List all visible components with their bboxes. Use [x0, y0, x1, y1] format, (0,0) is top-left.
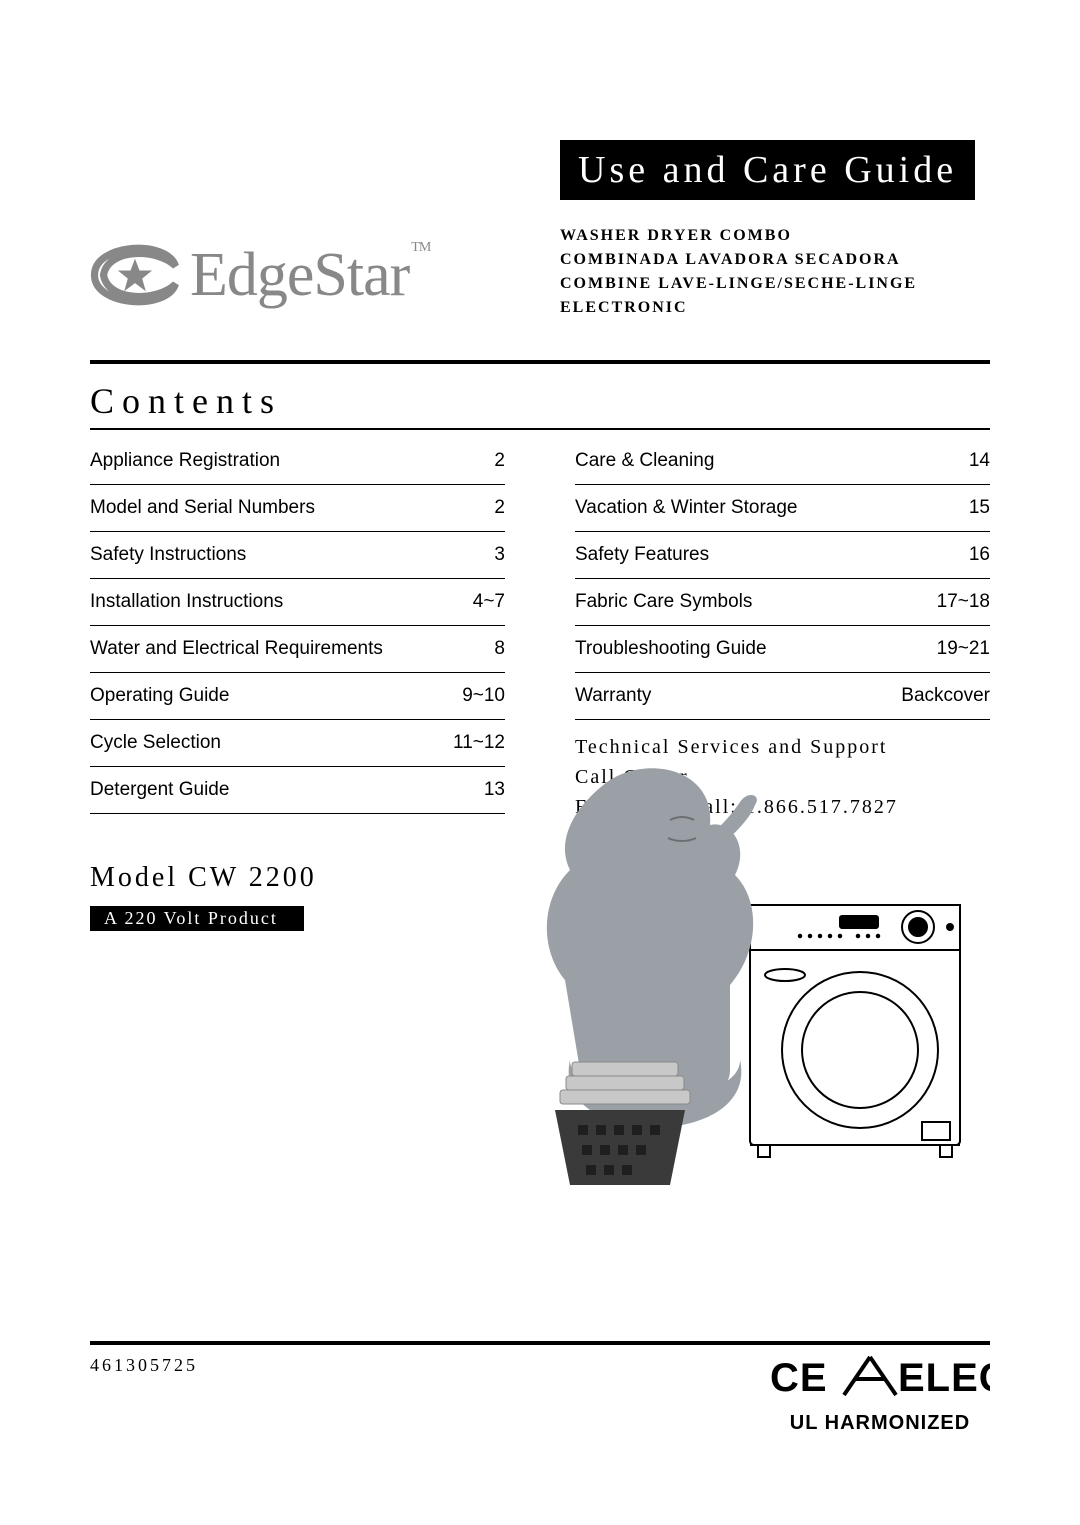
toc-label: Installation Instructions	[90, 591, 283, 613]
toc-row: Troubleshooting Guide 19~21	[575, 626, 990, 673]
toc-left-column: Appliance Registration 2 Model and Serial…	[90, 438, 505, 822]
toc-label: Operating Guide	[90, 685, 229, 707]
toc-row: Water and Electrical Requirements 8	[90, 626, 505, 673]
toc-page: Backcover	[901, 685, 990, 707]
toc-row: Cycle Selection 11~12	[90, 720, 505, 767]
toc-label: Safety Features	[575, 544, 709, 566]
toc-label: Model and Serial Numbers	[90, 497, 315, 519]
toc-page: 15	[969, 497, 990, 519]
toc-page: 2	[494, 497, 505, 519]
toc-row: Operating Guide 9~10	[90, 673, 505, 720]
toc-row: Safety Instructions 3	[90, 532, 505, 579]
toc-page: 9~10	[462, 685, 505, 707]
certification-block: CE ELEC UL HARMONIZED	[770, 1355, 990, 1435]
divider-top	[90, 360, 990, 364]
toc-row: Fabric Care Symbols 17~18	[575, 579, 990, 626]
voltage-badge: A 220 Volt Product	[90, 906, 304, 931]
toc-page: 14	[969, 450, 990, 472]
toc-page: 19~21	[937, 638, 990, 660]
brand-logo: EdgeStarTM	[90, 230, 520, 320]
toc-label: Detergent Guide	[90, 779, 229, 801]
toc-page: 16	[969, 544, 990, 566]
toc-row: Warranty Backcover	[575, 673, 990, 720]
trademark-symbol: TM	[411, 240, 430, 255]
toc-page: 2	[494, 450, 505, 472]
toc-page: 8	[494, 638, 505, 660]
certification-subtext: UL HARMONIZED	[770, 1412, 990, 1435]
toc-label: Safety Instructions	[90, 544, 246, 566]
document-title-box: Use and Care Guide	[560, 140, 975, 200]
svg-text:ELEC: ELEC	[898, 1356, 990, 1400]
toc-row: Model and Serial Numbers 2	[90, 485, 505, 532]
svg-text:CE: CE	[770, 1356, 828, 1400]
toc-label: Care & Cleaning	[575, 450, 714, 472]
document-number: 461305725	[90, 1355, 198, 1376]
divider-bottom	[90, 1341, 990, 1345]
product-illustration	[500, 750, 980, 1230]
product-line-4: ELECTRONIC	[560, 296, 990, 320]
logo-star-icon	[90, 230, 180, 320]
toc-row: Detergent Guide13	[90, 767, 505, 814]
toc-row: Safety Features 16	[575, 532, 990, 579]
toc-page: 11~12	[453, 732, 505, 754]
product-line-2: COMBINADA LAVADORA SECADORA	[560, 248, 990, 272]
product-line-1: WASHER DRYER COMBO	[560, 224, 990, 248]
brand-name: EdgeStarTM	[190, 240, 430, 311]
cenelec-logo: CE ELEC	[770, 1355, 990, 1408]
toc-row: Appliance Registration 2	[90, 438, 505, 485]
toc-label: Vacation & Winter Storage	[575, 497, 797, 519]
product-description: WASHER DRYER COMBO COMBINADA LAVADORA SE…	[560, 224, 990, 320]
toc-page: 4~7	[473, 591, 505, 613]
contents-heading: Contents	[90, 374, 990, 430]
toc-page: 3	[494, 544, 505, 566]
toc-row: Vacation & Winter Storage 15	[575, 485, 990, 532]
toc-label: Troubleshooting Guide	[575, 638, 767, 660]
toc-label: Cycle Selection	[90, 732, 221, 754]
toc-label: Warranty	[575, 685, 651, 707]
toc-page: 17~18	[937, 591, 990, 613]
toc-label: Water and Electrical Requirements	[90, 638, 383, 660]
toc-row: Care & Cleaning 14	[575, 438, 990, 485]
toc-label: Appliance Registration	[90, 450, 280, 472]
product-line-3: COMBINE LAVE-LINGE/SECHE-LINGE	[560, 272, 990, 296]
toc-label: Fabric Care Symbols	[575, 591, 752, 613]
toc-row: Installation Instructions 4~7	[90, 579, 505, 626]
